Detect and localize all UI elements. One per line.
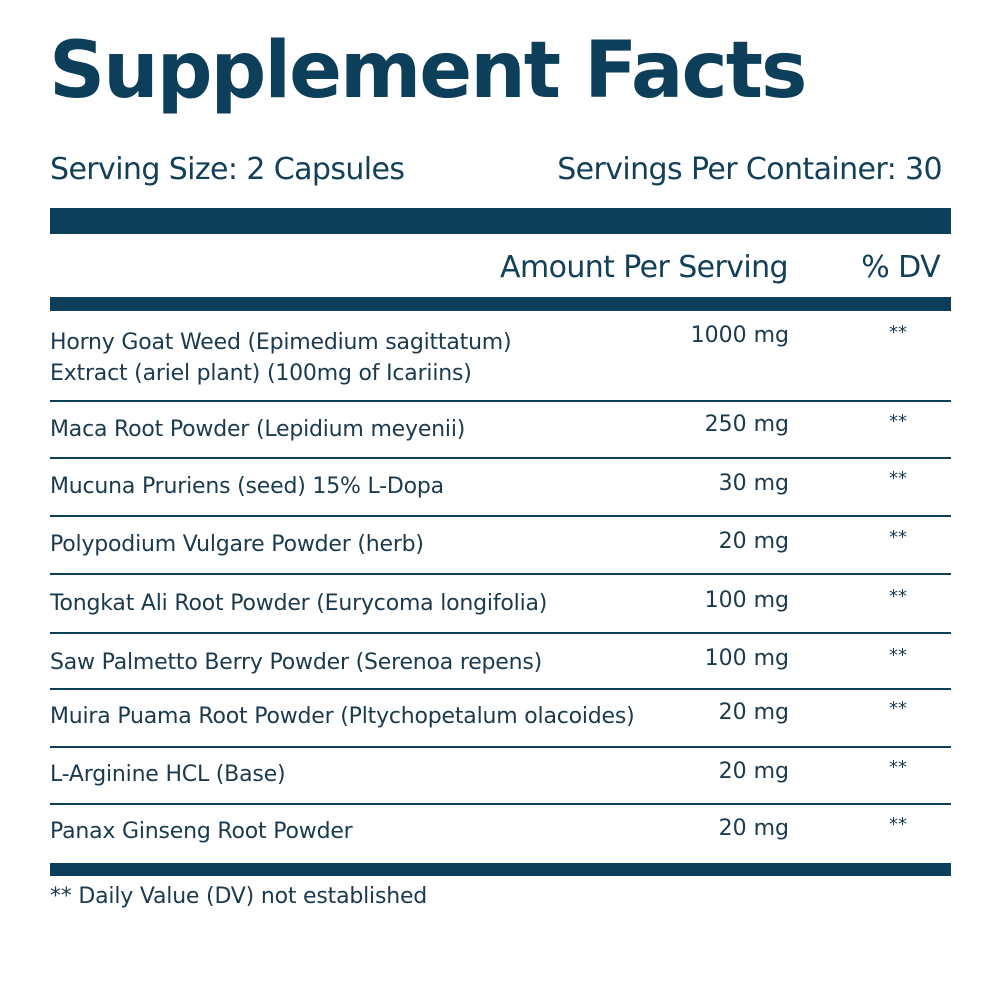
ingredient-name-line: Extract (ariel plant) (100mg of Icariins… [50,361,472,386]
ingredient-dv: ** [889,645,907,666]
panel-title: Supplement Facts [49,26,807,116]
ingredient-name-line: Horny Goat Weed (Epimedium sagittatum) [50,330,512,355]
ingredient-row: Panax Ginseng Root Powder 20 mg ** [50,805,951,862]
amount-column-header: Amount Per Serving [500,250,789,285]
ingredient-list: Horny Goat Weed (Epimedium sagittatum) Ex… [50,311,951,862]
ingredient-row: Mucuna Pruriens (seed) 15% L-Dopa 30 mg ** [50,459,951,517]
ingredient-name-line: Muira Puama Root Powder (Pltychopetalum … [50,704,635,729]
ingredient-amount: 1000 mg [690,323,789,348]
serving-size: Serving Size: 2 Capsules [50,152,405,187]
ingredient-name: Mucuna Pruriens (seed) 15% L-Dopa [50,471,444,502]
ingredient-amount: 250 mg [704,412,789,437]
ingredient-amount: 20 mg [718,700,789,725]
ingredient-name-line: Panax Ginseng Root Powder [50,819,353,844]
ingredient-row: Horny Goat Weed (Epimedium sagittatum) Ex… [50,311,951,402]
dv-column-header: % DV [861,250,940,285]
ingredient-amount: 20 mg [718,529,789,554]
header-divider-bar [50,297,951,311]
ingredient-dv: ** [889,411,907,432]
bottom-divider-bar [50,863,951,876]
ingredient-dv: ** [889,468,907,489]
ingredient-amount: 100 mg [704,588,789,613]
ingredient-amount: 20 mg [718,759,789,784]
supplement-facts-panel: Supplement Facts Serving Size: 2 Capsule… [49,0,951,1000]
ingredient-dv: ** [889,322,907,343]
ingredient-amount: 100 mg [704,646,789,671]
ingredient-row: Muira Puama Root Powder (Pltychopetalum … [50,690,951,748]
serving-info: Serving Size: 2 Capsules Servings Per Co… [50,152,943,192]
ingredient-name-line: L-Arginine HCL (Base) [50,762,286,787]
ingredient-dv: ** [889,698,907,719]
top-divider-bar [50,208,951,234]
ingredient-name: L-Arginine HCL (Base) [50,759,286,790]
ingredient-name: Tongkat Ali Root Powder (Eurycoma longif… [50,588,547,619]
ingredient-dv: ** [889,757,907,778]
ingredient-row: Maca Root Powder (Lepidium meyenii) 250 m… [50,402,951,459]
ingredient-dv: ** [889,586,907,607]
servings-per-container: Servings Per Container: 30 [557,152,942,187]
ingredient-name: Horny Goat Weed (Epimedium sagittatum) Ex… [50,327,512,389]
ingredient-amount: 20 mg [718,816,789,841]
ingredient-row: Polypodium Vulgare Powder (herb) 20 mg ** [50,517,951,575]
ingredient-amount: 30 mg [718,471,789,496]
ingredient-name: Polypodium Vulgare Powder (herb) [50,529,424,560]
ingredient-dv: ** [889,527,907,548]
ingredient-row: L-Arginine HCL (Base) 20 mg ** [50,748,951,805]
ingredient-name: Saw Palmetto Berry Powder (Serenoa repen… [50,647,542,678]
ingredient-name: Maca Root Powder (Lepidium meyenii) [50,414,465,445]
ingredient-name: Panax Ginseng Root Powder [50,816,353,847]
ingredient-name-line: Polypodium Vulgare Powder (herb) [50,532,424,557]
ingredient-row: Tongkat Ali Root Powder (Eurycoma longif… [50,575,951,634]
ingredient-name-line: Tongkat Ali Root Powder (Eurycoma longif… [50,591,548,616]
ingredient-row: Saw Palmetto Berry Powder (Serenoa repen… [50,634,951,690]
ingredient-name-line: Saw Palmetto Berry Powder (Serenoa repen… [50,650,543,675]
footnote: ** Daily Value (DV) not established [50,884,428,909]
ingredient-name-line: Mucuna Pruriens (seed) 15% L-Dopa [50,474,444,499]
ingredient-name-line: Maca Root Powder (Lepidium meyenii) [50,417,466,442]
ingredient-name: Muira Puama Root Powder (Pltychopetalum … [50,701,635,732]
ingredient-dv: ** [889,814,907,835]
